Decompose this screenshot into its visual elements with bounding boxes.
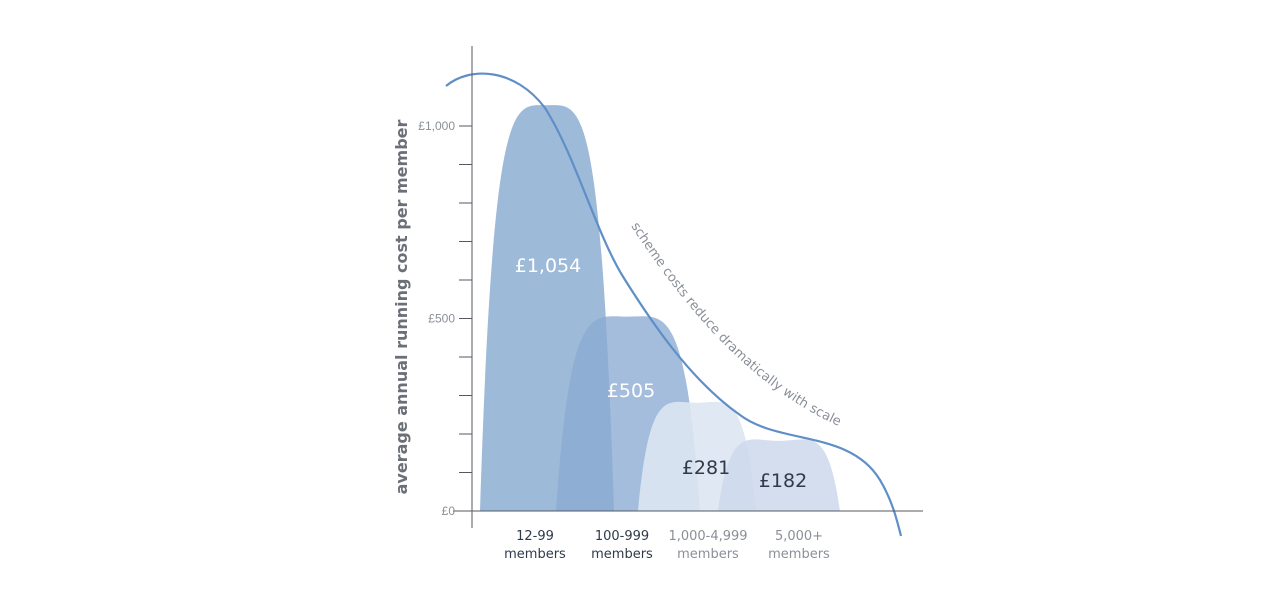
y-tick-label-500: £500 bbox=[428, 312, 455, 326]
area-mound-4 bbox=[718, 439, 840, 511]
category-label-4: 5,000+ members bbox=[768, 529, 830, 562]
trend-line bbox=[445, 72, 903, 537]
category-label-line1: 5,000+ bbox=[775, 529, 823, 544]
y-tick-label-1000: £1,000 bbox=[418, 119, 455, 133]
category-label-line2: members bbox=[768, 547, 830, 562]
tick-layer: £0 £500 £1,000 bbox=[418, 119, 472, 518]
category-label-line1: 100-999 bbox=[595, 529, 649, 544]
y-axis-title: average annual running cost per member bbox=[392, 119, 411, 494]
category-label-line2: members bbox=[591, 547, 653, 562]
category-label-line1: 1,000-4,999 bbox=[668, 529, 747, 544]
category-label-line1: 12-99 bbox=[516, 529, 554, 544]
category-label-1: 12-99 members bbox=[504, 529, 566, 562]
value-label-2: £505 bbox=[607, 380, 655, 402]
y-tick-label-0: £0 bbox=[442, 504, 456, 518]
value-label-4: £182 bbox=[759, 470, 807, 492]
category-label-3: 1,000-4,999 members bbox=[668, 529, 747, 562]
category-label-2: 100-999 members bbox=[591, 529, 653, 562]
trend-layer bbox=[445, 72, 903, 537]
label-layer: 12-99 members 100-999 members 1,000-4,999 mem… bbox=[504, 255, 830, 562]
category-label-line2: members bbox=[677, 547, 739, 562]
value-label-1: £1,054 bbox=[515, 255, 581, 277]
value-label-3: £281 bbox=[682, 457, 730, 479]
area-layer bbox=[480, 105, 840, 511]
category-label-line2: members bbox=[504, 547, 566, 562]
